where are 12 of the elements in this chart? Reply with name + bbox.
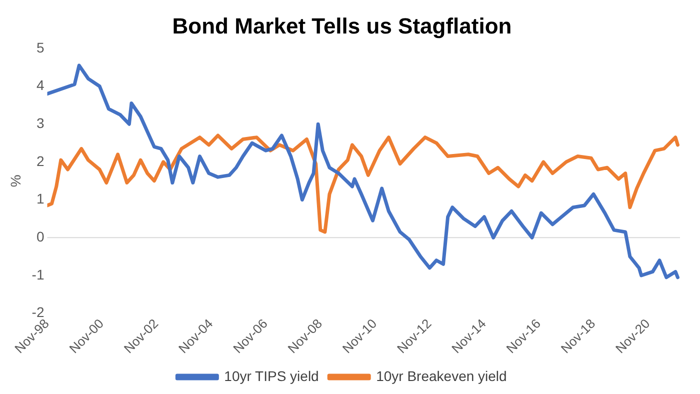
legend-label: 10yr Breakeven yield — [376, 368, 507, 384]
y-tick-label: 4 — [36, 77, 44, 94]
y-tick-label: 1 — [36, 190, 44, 207]
y-tick-label: 2 — [36, 152, 44, 169]
legend-label: 10yr TIPS yield — [224, 368, 319, 384]
chart-title: Bond Market Tells us Stagflation — [172, 13, 512, 38]
y-tick-label: 5 — [36, 39, 44, 56]
y-axis-title: % — [7, 174, 24, 188]
y-tick-label: -1 — [32, 266, 44, 282]
y-tick-label: 3 — [36, 114, 44, 131]
y-tick-label: -2 — [32, 304, 44, 320]
y-tick-label: 0 — [36, 228, 44, 244]
